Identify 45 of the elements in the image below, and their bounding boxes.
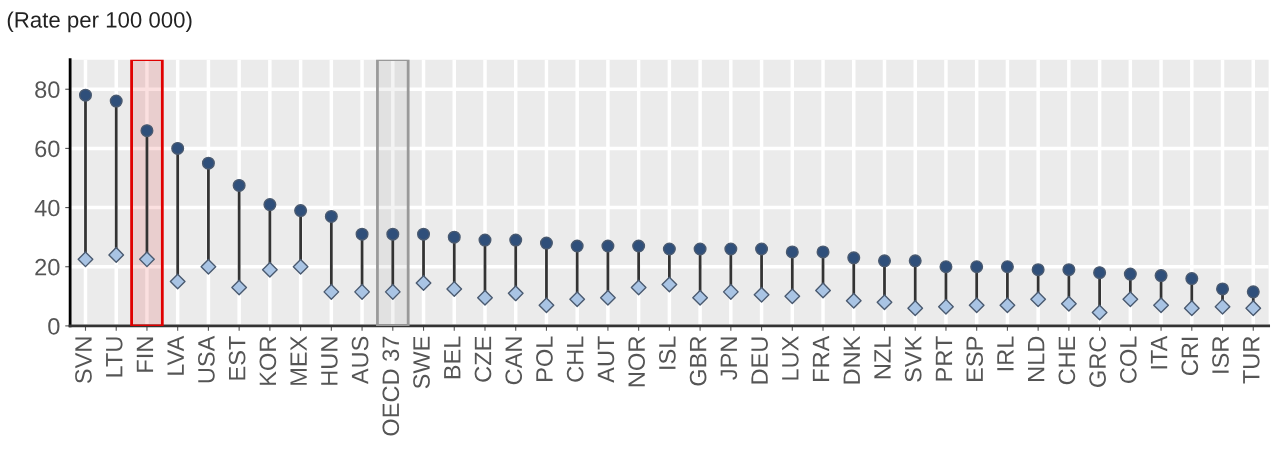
x-tick-label: TUR xyxy=(1243,336,1260,384)
x-tick-label: KOR xyxy=(259,336,277,385)
y-axis-title: (Rate per 100 000) xyxy=(7,11,192,33)
x-tick-label: ESP xyxy=(966,336,984,381)
x-tick-label: NOR xyxy=(628,336,645,387)
y-tick-label: 40 xyxy=(34,199,60,217)
x-tick-label: ISL xyxy=(658,336,676,369)
x-tick-label: DNK xyxy=(843,335,860,384)
x-tick-label: ISR xyxy=(1212,336,1229,373)
y-tick-label: 0 xyxy=(48,317,60,335)
x-tick-label: MEX xyxy=(290,336,307,385)
x-tick-label: PRT xyxy=(935,336,953,381)
y-tick-label: 20 xyxy=(35,258,60,276)
x-tick-label: CRI xyxy=(1181,337,1199,376)
x-tick-label: SWE xyxy=(413,336,430,389)
x-tick-label: POL xyxy=(536,336,553,381)
x-tick-label: FRA xyxy=(812,335,830,381)
x-tick-label: CHE xyxy=(1058,336,1076,385)
x-tick-label: CHL xyxy=(566,336,584,382)
x-tick-label: EST xyxy=(228,336,246,380)
x-tick-label: LVA xyxy=(167,335,184,375)
x-tick-label: GRC xyxy=(1089,336,1106,387)
x-tick-label: CZE xyxy=(474,336,492,382)
x-tick-label: LUX xyxy=(782,336,799,380)
x-tick-label: HUN xyxy=(321,337,338,385)
x-tick-label: DEU xyxy=(751,337,768,384)
x-tick-label: LTU xyxy=(106,337,123,377)
x-tick-label: BEL xyxy=(444,336,461,379)
x-tick-label: USA xyxy=(198,335,215,383)
x-tick-label: CAN xyxy=(505,337,523,385)
x-tick-label: FIN xyxy=(136,337,154,372)
x-tick-label: SVK xyxy=(904,335,922,382)
x-tick-label: AUS xyxy=(351,336,369,385)
x-tick-label: GBR xyxy=(689,336,707,386)
x-tick-label: OECD 37 xyxy=(382,336,400,436)
x-tick-label: NZL xyxy=(874,336,891,379)
x-tick-label: JPN xyxy=(720,337,738,380)
x-tick-label: COL xyxy=(1119,336,1137,383)
x-tick-label: AUT xyxy=(597,336,615,383)
x-tick-label: IRL xyxy=(997,336,1014,371)
x-tick-label: SVN xyxy=(75,337,92,384)
y-tick-label: 60 xyxy=(35,140,60,158)
y-tick-label: 80 xyxy=(35,81,60,99)
x-tick-label: ITA xyxy=(1150,335,1168,369)
x-tick-label: NLD xyxy=(1028,336,1045,381)
